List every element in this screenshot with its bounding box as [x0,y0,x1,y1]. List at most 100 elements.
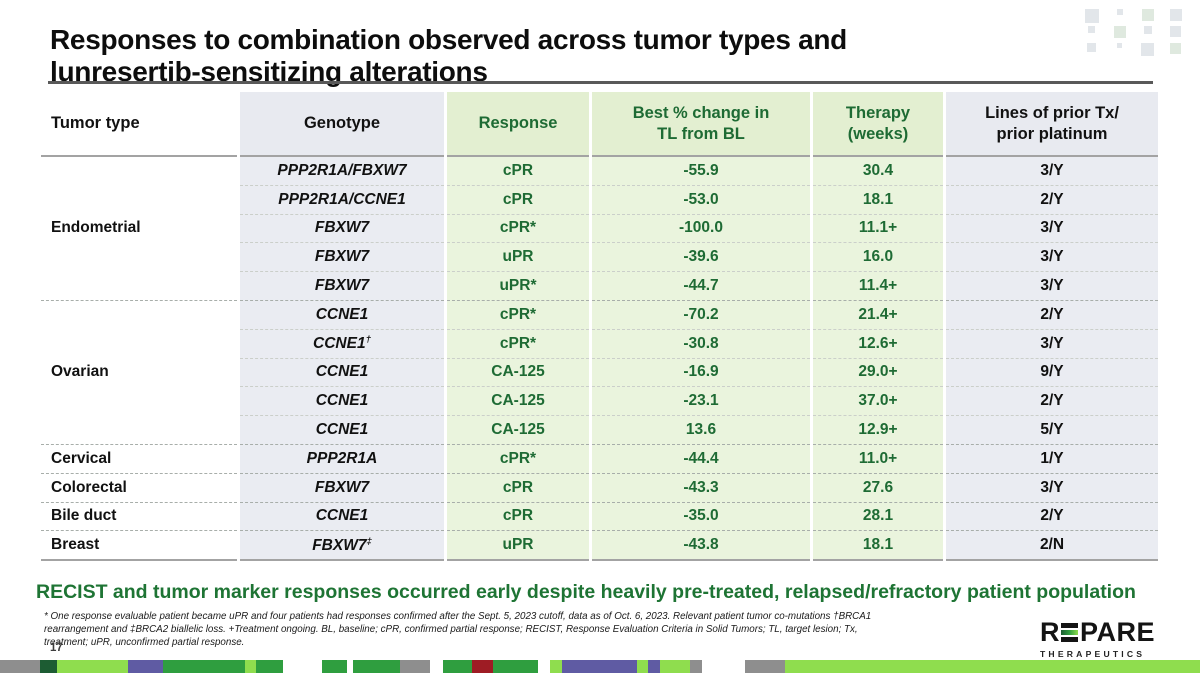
response-cell: cPR* [447,443,589,473]
genotype-cell: FBXW7 [240,271,444,300]
footer-bar-segment [283,660,322,673]
best-change-cell: -55.9 [592,157,810,185]
footer-bar-segment [400,660,430,673]
best-change-cell: -39.6 [592,242,810,272]
footer-bar-segment [648,660,660,673]
genotype-cell: FBXW7 [240,472,444,502]
tumor-type-cell: Breast [41,530,237,562]
response-cell: cPR [447,184,589,214]
tumor-type-cell: Cervical [41,443,237,473]
table-row: FBXW7 uPR -39.6 16.0 3/Y [41,242,1158,272]
tumor-type-cell: Endometrial [41,157,237,300]
response-cell: CA-125 [447,386,589,416]
logo-wordmark: R PARE [1040,619,1155,646]
footer-bar-segment [347,660,353,673]
footer-bar-segment [57,660,128,673]
table-row: Endometrial PPP2R1A/FBXW7 cPR -55.9 30.4 3/Y [41,157,1158,300]
footer-bar-segment [0,660,40,673]
table-row: Ovarian CCNE1 cPR* -70.2 21.4+ 2/Y [41,299,1158,444]
prior-lines-cell: 3/Y [946,328,1158,358]
genotype-cell: CCNE1 [240,386,444,416]
genotype-cell: CCNE1† [240,328,444,358]
therapy-cell: 18.1 [813,530,943,562]
tumor-type-cell: Bile duct [41,501,237,531]
prior-lines-cell: 3/Y [946,472,1158,502]
footer-bar-segment [550,660,562,673]
decorative-square [1112,9,1127,24]
therapy-cell: 28.1 [813,501,943,531]
table-row: CCNE1 CA-125 -23.1 37.0+ 2/Y [41,386,1158,416]
prior-lines-cell: 5/Y [946,415,1158,444]
genotype-cell: PPP2R1A [240,443,444,473]
prior-lines-cell: 2/Y [946,386,1158,416]
decorative-square [1140,43,1155,58]
key-statement: RECIST and tumor marker responses occurr… [36,580,1136,603]
response-cell: uPR [447,530,589,562]
decorative-square [1084,26,1099,41]
genotype-cell: FBXW7 [240,242,444,272]
prior-lines-cell: 1/Y [946,443,1158,473]
prior-lines-cell: 2/Y [946,184,1158,214]
footer-bar-segment [430,660,443,673]
therapy-cell: 11.1+ [813,213,943,243]
table-row: Colorectal FBXW7 cPR -43.3 27.6 3/Y [41,472,1158,502]
logo-e-bars-icon [1061,623,1079,642]
genotype-cell: PPP2R1A/FBXW7 [240,157,444,185]
table-row: PPP2R1A/CCNE1 cPR -53.0 18.1 2/Y [41,184,1158,214]
therapy-cell: 12.6+ [813,328,943,358]
response-cell: cPR [447,472,589,502]
decorative-square [1112,43,1127,58]
footer-bar-segment [245,660,256,673]
genotype-cell: CCNE1 [240,357,444,387]
best-change-cell: -43.8 [592,530,810,562]
therapy-cell: 29.0+ [813,357,943,387]
decorative-square [1140,26,1155,41]
footer-bar-segment [40,660,57,673]
responses-table: Tumor type Genotype Response Best % change … [38,92,1161,562]
table-row: Cervical PPP2R1A cPR* -44.4 11.0+ 1/Y [41,443,1158,473]
decorative-square [1112,26,1127,41]
title-line-1: Responses to combination observed across… [50,23,847,55]
decorative-square [1084,43,1099,58]
page-number: 17 [50,642,63,654]
therapy-cell: 18.1 [813,184,943,214]
therapy-cell: 27.6 [813,472,943,502]
footer-bar-segment [637,660,648,673]
title-divider [48,81,1153,84]
therapy-cell: 37.0+ [813,386,943,416]
footer-bar-segment [538,660,550,673]
response-cell: cPR* [447,299,589,329]
prior-lines-cell: 3/Y [946,213,1158,243]
genotype-cell: PPP2R1A/CCNE1 [240,184,444,214]
best-change-cell: 13.6 [592,415,810,444]
therapy-cell: 12.9+ [813,415,943,444]
response-cell: uPR [447,242,589,272]
best-change-cell: -16.9 [592,357,810,387]
footer-bar-segment [702,660,745,673]
best-change-cell: -70.2 [592,299,810,329]
best-change-cell: -53.0 [592,184,810,214]
genotype-cell: CCNE1 [240,415,444,444]
logo-letter: R [1039,617,1060,647]
genotype-cell: FBXW7‡ [240,530,444,562]
footer-bar-segment [353,660,400,673]
footer-bar-segment [256,660,283,673]
response-cell: CA-125 [447,357,589,387]
response-cell: cPR* [447,213,589,243]
table-row: FBXW7 uPR* -44.7 11.4+ 3/Y [41,271,1158,300]
footer-bar-segment [128,660,163,673]
genotype-cell: CCNE1 [240,501,444,531]
page-title: Responses to combination observed across… [50,24,1060,89]
best-change-cell: -35.0 [592,501,810,531]
footer-bar-segment [745,660,785,673]
footer-color-bar [0,660,1200,673]
genotype-superscript: ‡ [366,535,372,547]
genotype-cell: CCNE1 [240,299,444,329]
decorative-square [1168,26,1183,41]
prior-lines-cell: 3/Y [946,271,1158,300]
therapy-cell: 16.0 [813,242,943,272]
header-row: Tumor type Genotype Response Best % change … [41,92,1158,157]
best-change-cell: -100.0 [592,213,810,243]
prior-lines-cell: 2/Y [946,299,1158,329]
